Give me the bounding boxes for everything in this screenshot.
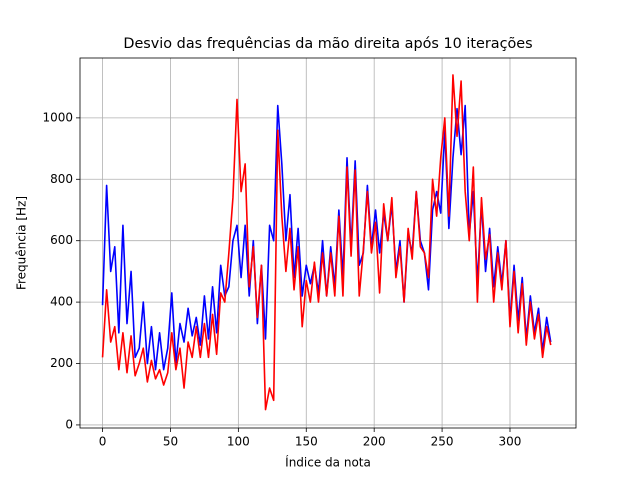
plot-frame bbox=[79, 57, 577, 429]
x-tick-label: 200 bbox=[363, 435, 386, 449]
y-tick-label: 1000 bbox=[42, 110, 73, 124]
x-tick-label: 100 bbox=[227, 435, 250, 449]
chart-title: Desvio das frequências da mão direita ap… bbox=[123, 36, 532, 52]
x-tick-label: 0 bbox=[99, 435, 107, 449]
x-tick-label: 150 bbox=[295, 435, 318, 449]
y-tick-label: 400 bbox=[50, 295, 73, 309]
x-tick-label: 300 bbox=[499, 435, 522, 449]
y-tick-label: 600 bbox=[50, 233, 73, 247]
x-tick-label: 50 bbox=[163, 435, 178, 449]
y-tick-label: 0 bbox=[65, 417, 73, 431]
x-axis-label: Índice da nota bbox=[285, 455, 371, 470]
y-tick-label: 800 bbox=[50, 172, 73, 186]
x-tick-label: 250 bbox=[431, 435, 454, 449]
y-tick-label: 200 bbox=[50, 356, 73, 370]
series-line bbox=[101, 74, 552, 411]
y-axis-label: Frequência [Hz] bbox=[15, 196, 29, 290]
